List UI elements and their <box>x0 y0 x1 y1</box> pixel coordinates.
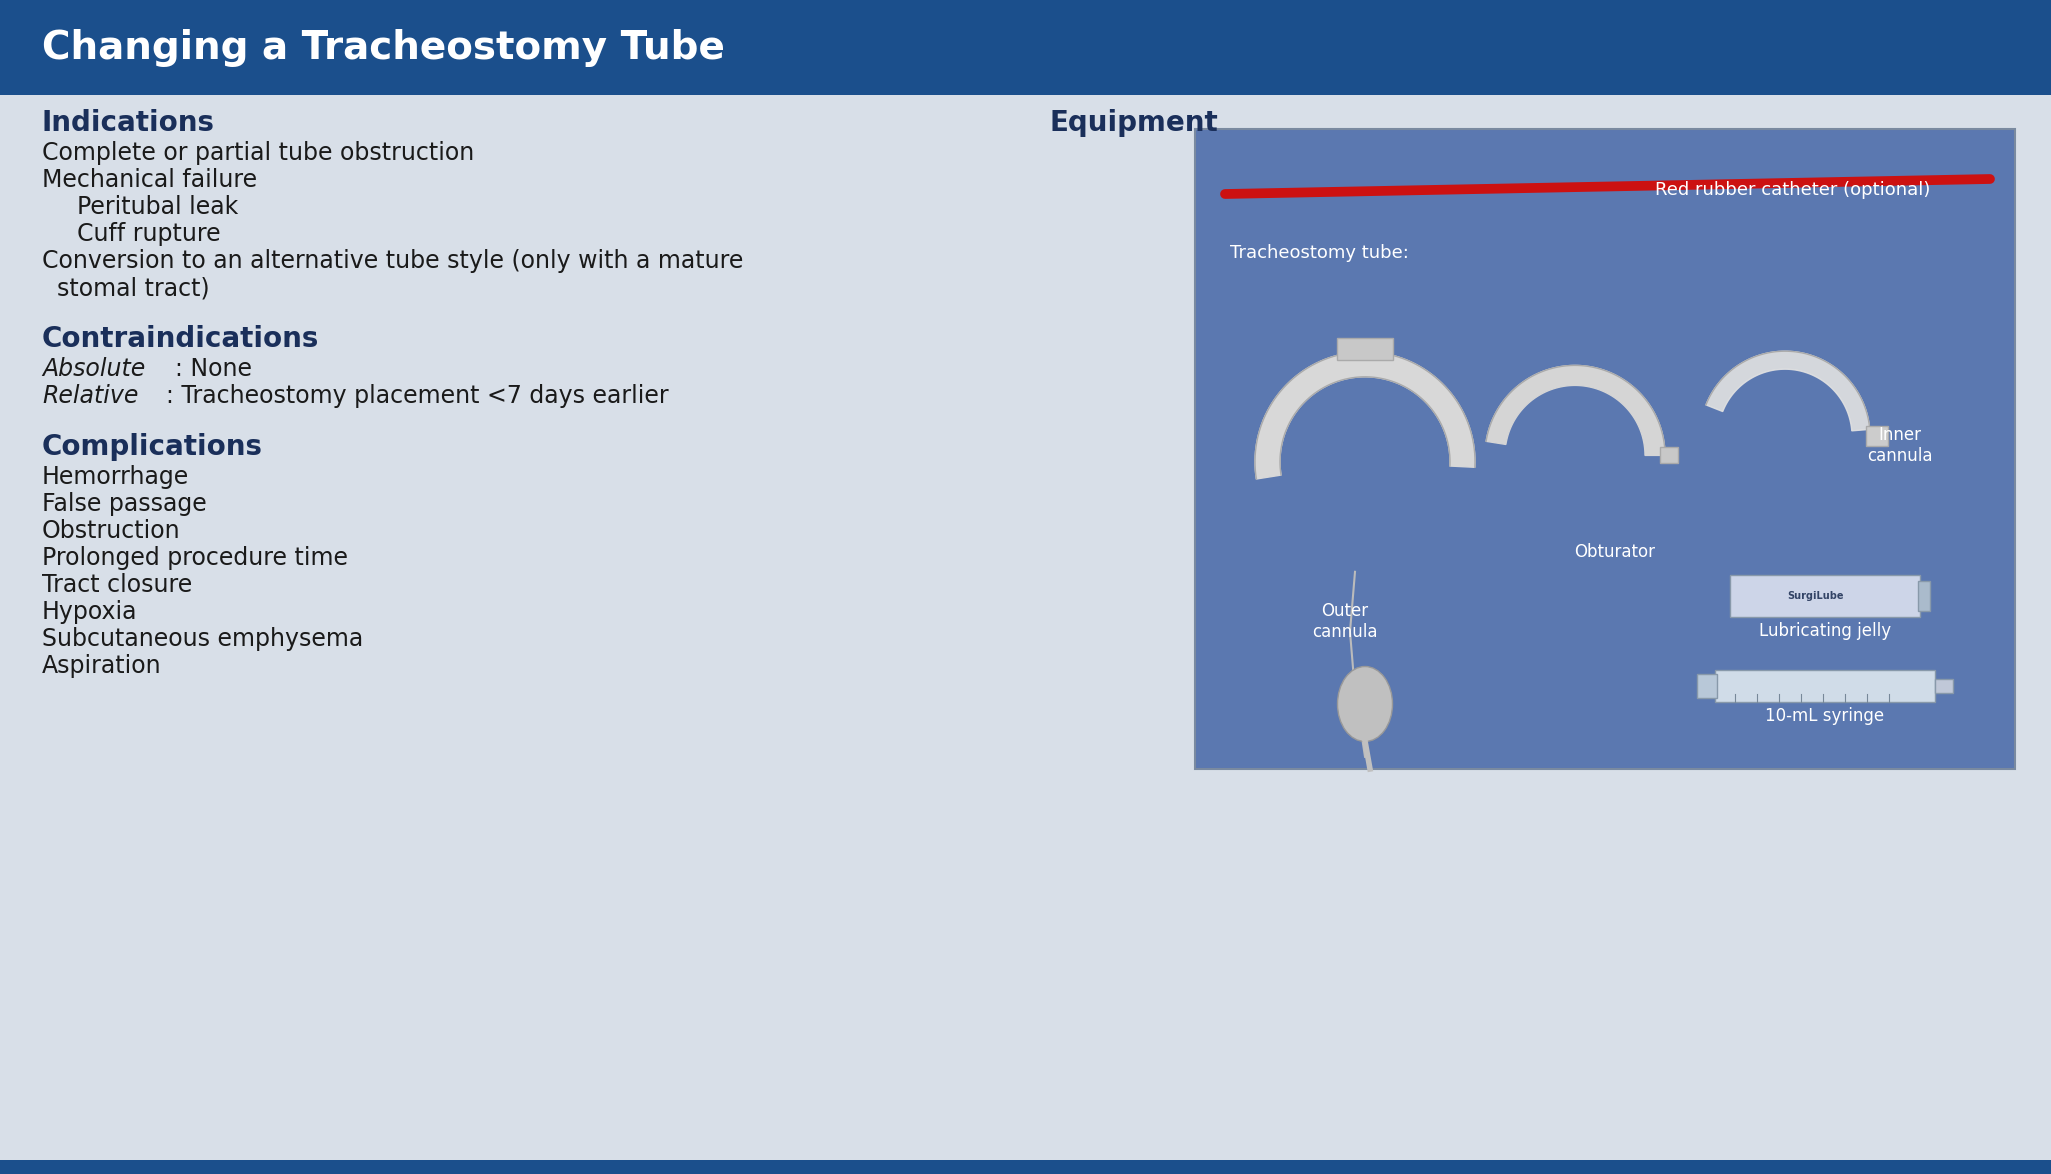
Text: Changing a Tracheostomy Tube: Changing a Tracheostomy Tube <box>41 28 724 67</box>
Text: Obturator: Obturator <box>1575 544 1655 561</box>
Text: False passage: False passage <box>41 492 207 517</box>
Text: Complete or partial tube obstruction: Complete or partial tube obstruction <box>41 141 474 166</box>
Text: 10-mL syringe: 10-mL syringe <box>1766 707 1885 724</box>
Text: Equipment: Equipment <box>1050 109 1218 137</box>
Bar <box>1729 575 1920 618</box>
Text: Indications: Indications <box>41 109 215 137</box>
Text: Absolute: Absolute <box>41 357 146 382</box>
Text: Cuff rupture: Cuff rupture <box>78 222 222 247</box>
Text: Inner
cannula: Inner cannula <box>1866 426 1932 465</box>
Text: Complications: Complications <box>41 433 263 461</box>
Bar <box>1696 674 1717 697</box>
Text: : Tracheostomy placement <7 days earlier: : Tracheostomy placement <7 days earlier <box>166 384 669 409</box>
Bar <box>1715 670 1934 702</box>
Text: : None: : None <box>174 357 252 382</box>
Polygon shape <box>1255 352 1475 479</box>
Polygon shape <box>1706 351 1871 431</box>
Bar <box>1918 581 1930 612</box>
Text: Tract closure: Tract closure <box>41 573 193 598</box>
Text: Prolonged procedure time: Prolonged procedure time <box>41 546 349 571</box>
Text: Lubricating jelly: Lubricating jelly <box>1760 622 1891 640</box>
Text: Hemorrhage: Hemorrhage <box>41 465 189 490</box>
Text: Outer
cannula: Outer cannula <box>1313 602 1378 641</box>
Text: Red rubber catheter (optional): Red rubber catheter (optional) <box>1655 181 1930 200</box>
Text: Obstruction: Obstruction <box>41 519 180 544</box>
Text: Tracheostomy tube:: Tracheostomy tube: <box>1231 244 1409 262</box>
Text: Contraindications: Contraindications <box>41 325 320 353</box>
Bar <box>1934 679 1953 693</box>
Text: Subcutaneous emphysema: Subcutaneous emphysema <box>41 627 363 652</box>
Text: Hypoxia: Hypoxia <box>41 600 137 625</box>
Polygon shape <box>1487 365 1665 456</box>
Bar <box>0 0 2051 95</box>
Text: SurgiLube: SurgiLube <box>1786 592 1844 601</box>
Bar <box>1196 129 2014 769</box>
Text: stomal tract): stomal tract) <box>41 276 209 301</box>
Bar <box>1659 447 1678 464</box>
Text: Mechanical failure: Mechanical failure <box>41 168 256 193</box>
Bar <box>1337 338 1393 359</box>
Text: Conversion to an alternative tube style (only with a mature: Conversion to an alternative tube style … <box>41 249 742 274</box>
Ellipse shape <box>1337 667 1393 742</box>
Text: Aspiration: Aspiration <box>41 654 162 679</box>
Text: Relative: Relative <box>41 384 137 409</box>
Bar <box>1866 426 1889 446</box>
Text: Peritubal leak: Peritubal leak <box>78 195 238 220</box>
Bar <box>0 1160 2051 1174</box>
